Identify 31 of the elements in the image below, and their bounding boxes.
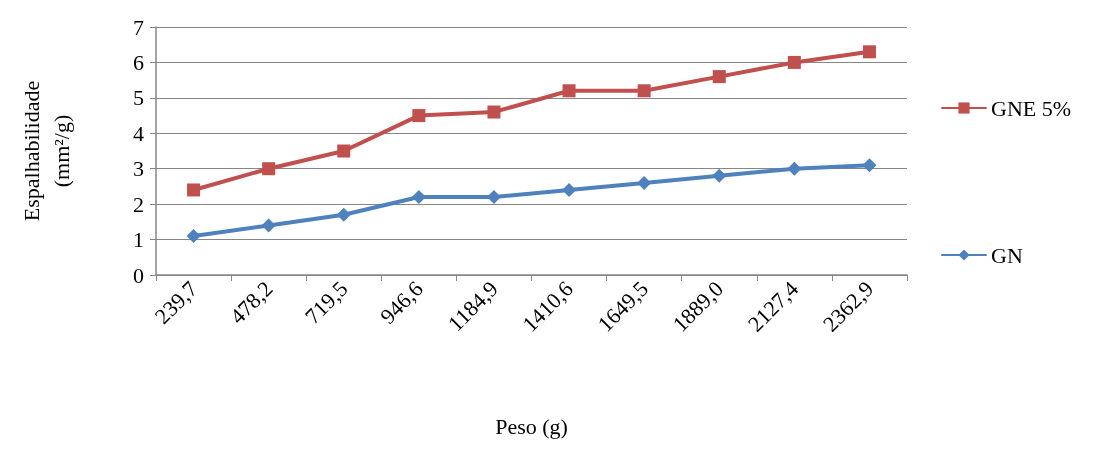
y-tick-label: 3 <box>133 156 144 182</box>
y-tick-label: 4 <box>133 120 144 146</box>
point <box>712 168 727 183</box>
x-axis-title: Peso (g) <box>495 413 568 439</box>
legend-label: GNE 5% <box>991 95 1072 121</box>
point <box>862 45 876 59</box>
y-tick-label: 2 <box>133 191 144 217</box>
point <box>261 218 276 233</box>
y-tick-label: 1 <box>133 227 144 253</box>
point <box>337 144 351 158</box>
point <box>562 84 576 98</box>
y-tick-label: 7 <box>133 14 144 40</box>
point <box>262 162 276 176</box>
point <box>637 175 652 190</box>
point <box>187 183 201 197</box>
point <box>712 70 726 84</box>
point <box>862 158 877 173</box>
point <box>787 55 801 69</box>
point <box>412 109 426 123</box>
point <box>411 190 426 205</box>
y-tick-label: 6 <box>133 49 144 75</box>
legend-label: GN <box>991 242 1023 268</box>
y-axis-title: Espalhabilidade (mm²/g) <box>18 80 74 222</box>
point <box>336 207 351 222</box>
y-tick-label: 0 <box>133 262 144 288</box>
point <box>487 105 501 119</box>
point <box>186 229 201 244</box>
point <box>787 161 802 176</box>
y-tick-label: 5 <box>133 85 144 111</box>
point <box>562 182 577 197</box>
point <box>637 84 651 98</box>
